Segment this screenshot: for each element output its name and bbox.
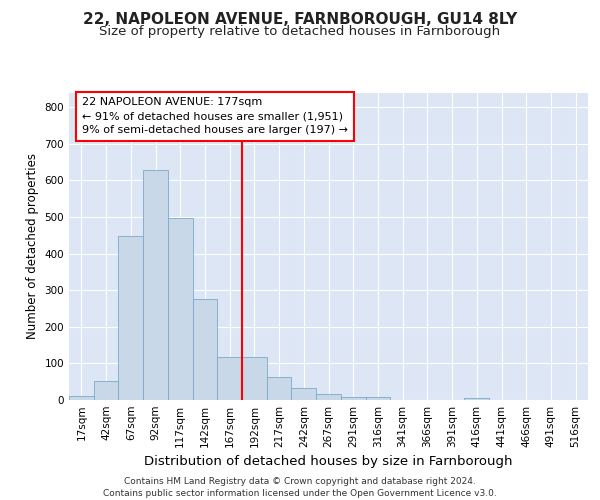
Bar xyxy=(193,298,217,400)
Bar xyxy=(94,381,118,400)
Text: 22 NAPOLEON AVENUE: 177sqm
← 91% of detached houses are smaller (1,951)
9% of se: 22 NAPOLEON AVENUE: 177sqm ← 91% of deta… xyxy=(82,97,348,135)
Bar xyxy=(69,396,94,400)
Text: 22, NAPOLEON AVENUE, FARNBOROUGH, GU14 8LY: 22, NAPOLEON AVENUE, FARNBOROUGH, GU14 8… xyxy=(83,12,517,28)
Bar xyxy=(292,388,316,400)
Bar xyxy=(242,357,267,400)
Bar xyxy=(341,396,365,400)
X-axis label: Distribution of detached houses by size in Farnborough: Distribution of detached houses by size … xyxy=(144,456,513,468)
Bar xyxy=(464,398,489,400)
Bar xyxy=(316,394,341,400)
Bar xyxy=(217,357,242,400)
Text: Size of property relative to detached houses in Farnborough: Size of property relative to detached ho… xyxy=(100,25,500,38)
Bar xyxy=(168,218,193,400)
Y-axis label: Number of detached properties: Number of detached properties xyxy=(26,153,39,339)
Bar xyxy=(365,397,390,400)
Bar xyxy=(118,236,143,400)
Text: Contains HM Land Registry data © Crown copyright and database right 2024.
Contai: Contains HM Land Registry data © Crown c… xyxy=(103,476,497,498)
Bar xyxy=(143,170,168,400)
Bar xyxy=(267,377,292,400)
